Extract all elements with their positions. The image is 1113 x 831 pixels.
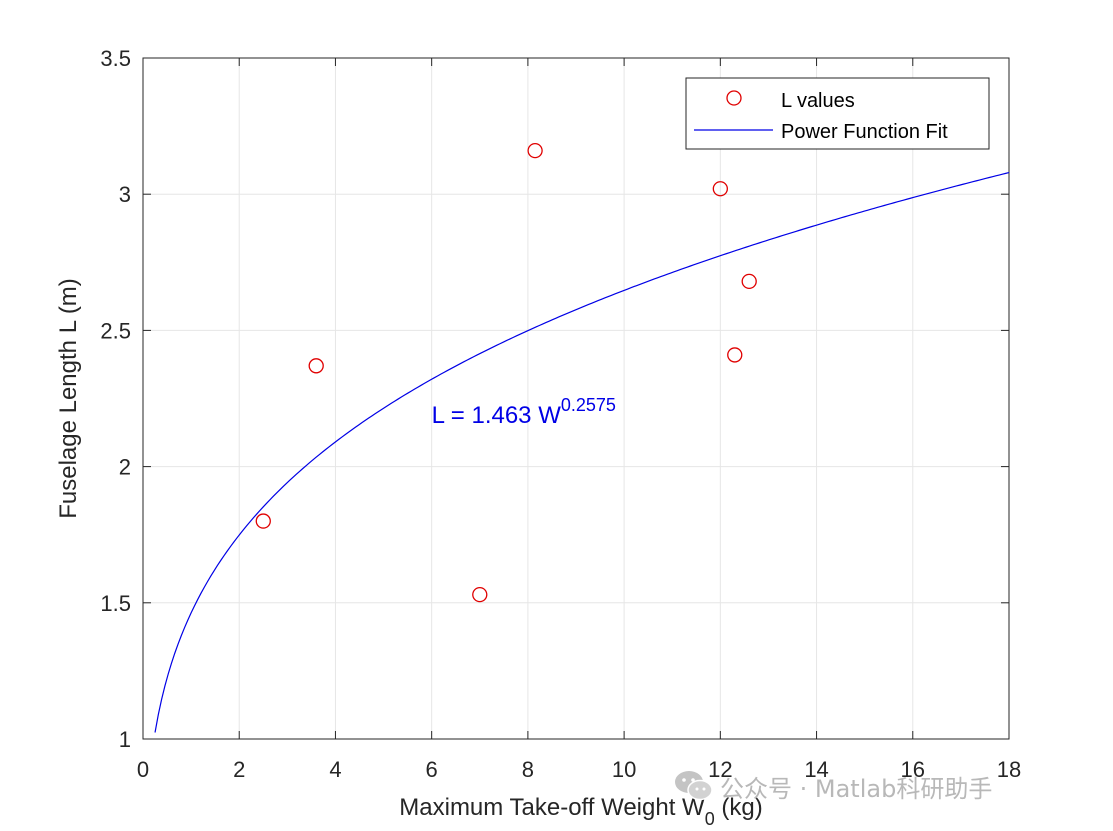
x-axis-label: Maximum Take-off Weight W0 (kg) xyxy=(399,794,762,829)
data-point xyxy=(308,358,324,374)
y-tick-label: 1 xyxy=(119,727,131,752)
fit-equation-exponent: 0.2575 xyxy=(561,395,616,415)
y-tick-label: 2.5 xyxy=(100,318,131,343)
data-point xyxy=(712,181,728,197)
y-tick-label: 2 xyxy=(119,455,131,480)
x-tick-label: 12 xyxy=(708,757,732,782)
legend-marker-scatter xyxy=(726,90,742,106)
x-axis-label-subscript: 0 xyxy=(705,809,715,829)
legend-label-scatter: L values xyxy=(781,90,855,112)
wechat-icon xyxy=(675,771,713,801)
x-tick-labels: 0 2 4 6 8 10 12 14 16 18 xyxy=(137,757,1021,782)
x-tick-label: 0 xyxy=(137,757,149,782)
data-point xyxy=(527,142,543,159)
y-tick-labels: 1 1.5 2 2.5 3 3.5 xyxy=(100,46,131,752)
x-axis-label-text: Maximum Take-off Weight W xyxy=(399,794,705,821)
x-tick-label: 14 xyxy=(804,757,828,782)
data-point xyxy=(255,513,271,529)
x-tick-label: 4 xyxy=(329,757,341,782)
data-point xyxy=(741,273,757,290)
watermark: 公众号 · Matlab科研助手 xyxy=(672,766,992,806)
x-tick-label: 8 xyxy=(522,757,534,782)
axis-ticks xyxy=(142,57,1010,740)
data-point xyxy=(727,347,743,363)
x-tick-label: 10 xyxy=(612,757,636,782)
y-tick-label: 1.5 xyxy=(100,591,131,616)
x-tick-label: 2 xyxy=(233,757,245,782)
watermark-text: 公众号 · Matlab科研助手 xyxy=(720,774,993,803)
legend: L values Power Function Fit xyxy=(685,77,990,150)
y-axis-label: Fuselage Length L (m) xyxy=(55,278,82,519)
y-tick-label: 3 xyxy=(119,182,131,207)
x-axis-label-suffix: (kg) xyxy=(715,794,763,821)
plot-area xyxy=(142,57,1010,740)
y-tick-label: 3.5 xyxy=(100,46,131,71)
x-tick-label: 6 xyxy=(426,757,438,782)
fit-equation-text: L = 1.463 W xyxy=(432,402,562,429)
legend-label-line: Power Function Fit xyxy=(781,121,948,143)
legend-box xyxy=(685,77,990,150)
x-tick-label: 16 xyxy=(901,757,925,782)
power-fit-line xyxy=(154,171,1010,733)
data-points xyxy=(255,142,757,603)
x-tick-label: 18 xyxy=(997,757,1021,782)
fit-equation-annotation: L = 1.463 W0.2575 xyxy=(432,395,616,429)
data-point xyxy=(472,586,488,603)
